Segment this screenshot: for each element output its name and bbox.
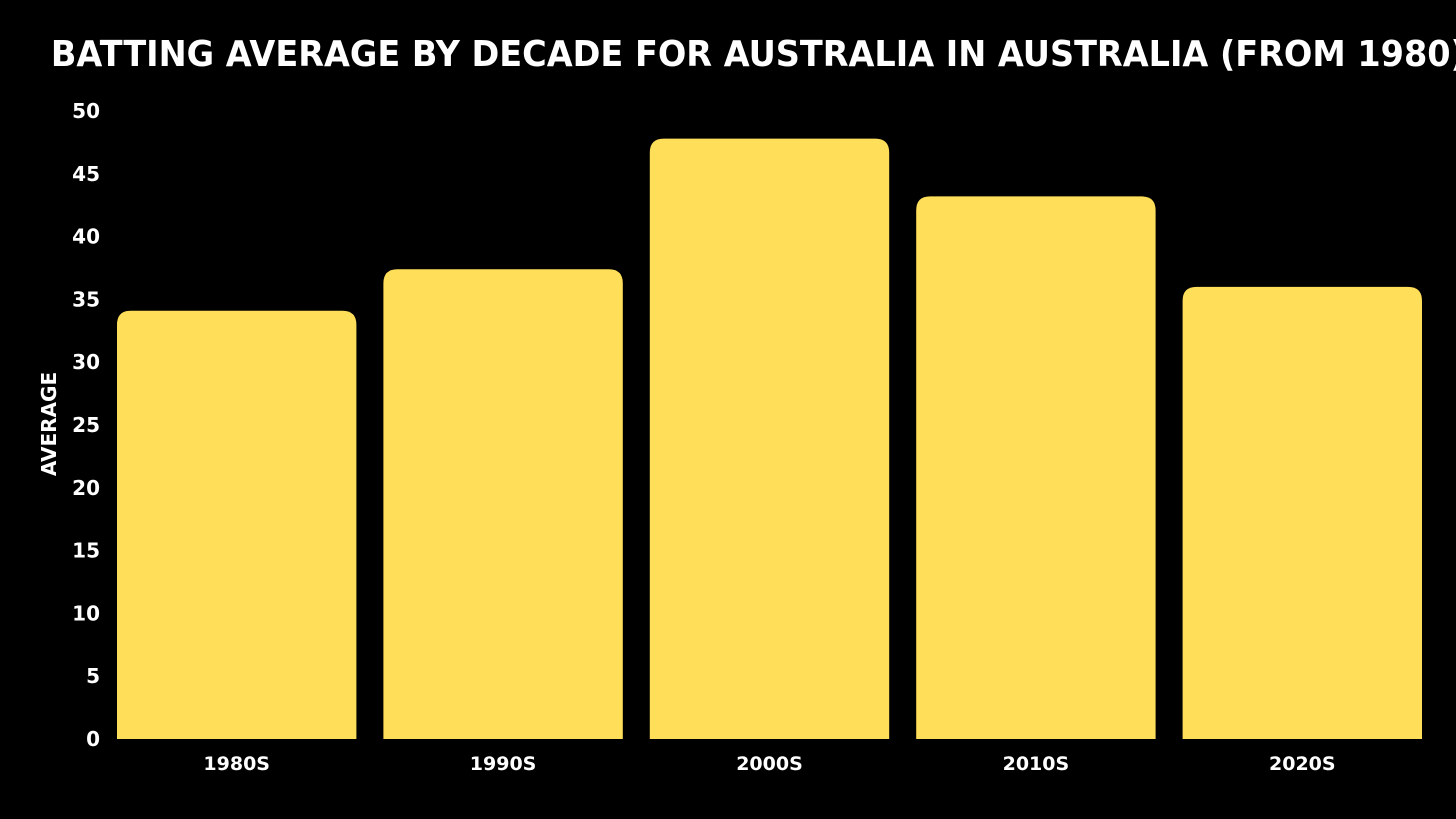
bar-2020s (1182, 286, 1422, 739)
y-tick-label: 45 (72, 162, 100, 186)
y-tick-label: 10 (72, 601, 100, 625)
bar-2000s (649, 138, 890, 739)
bar-1990s (383, 269, 623, 739)
y-tick-label: 25 (72, 413, 100, 437)
y-tick-label: 5 (86, 664, 100, 688)
y-tick-label: 0 (86, 727, 100, 751)
y-tick-label: 30 (72, 350, 100, 374)
x-tick-label: 2000S (736, 753, 803, 775)
x-tick-label: 2010S (1003, 753, 1070, 775)
y-tick-label: 15 (72, 539, 100, 563)
y-axis-ticks: 0 5 10 15 20 25 30 35 40 45 50 (72, 99, 100, 751)
y-tick-label: 50 (72, 99, 100, 123)
x-tick-label: 1980S (203, 753, 270, 775)
x-tick-label: 1990S (470, 753, 537, 775)
bar-2010s (916, 196, 1156, 739)
y-tick-label: 35 (72, 287, 100, 311)
bars-group (117, 138, 1422, 739)
y-tick-label: 20 (72, 476, 100, 500)
y-axis-label: AVERAGE (37, 372, 61, 476)
x-axis-labels: 1980S 1990S 2000S 2010S 2020S (203, 753, 1335, 775)
y-tick-label: 40 (72, 225, 100, 249)
chart-title: BATTING AVERAGE BY DECADE FOR AUSTRALIA … (50, 34, 1456, 75)
bar-1980s (117, 310, 357, 739)
x-tick-label: 2020S (1269, 753, 1336, 775)
